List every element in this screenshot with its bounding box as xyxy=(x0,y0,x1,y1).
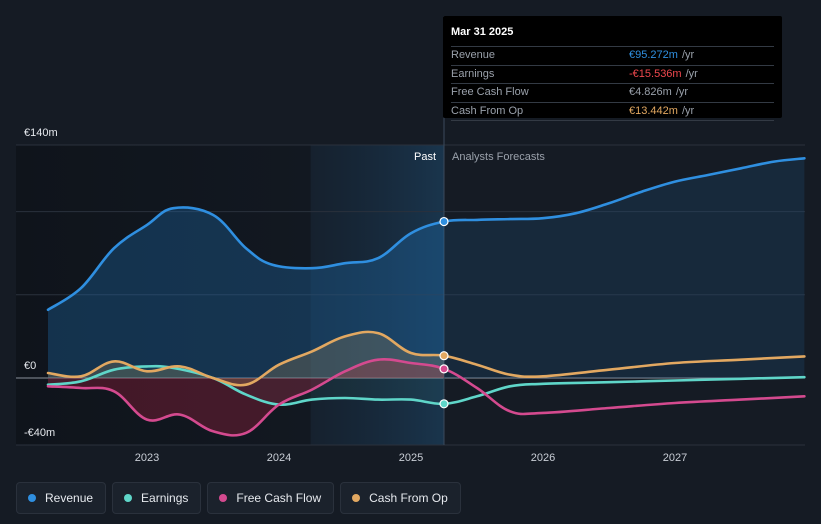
tooltip-value: -€15.536m xyxy=(629,67,682,80)
tooltip-value: €13.442m xyxy=(629,104,678,117)
x-tick-label: 2023 xyxy=(135,452,159,464)
legend-item-cash-from-op[interactable]: Cash From Op xyxy=(340,482,461,514)
y-label-zero: €0 xyxy=(24,360,36,372)
financial-chart: €140m €0 -€40m 2023 2024 2025 2026 2027 Past Anal… xyxy=(16,16,806,464)
tooltip-value: €95.272m xyxy=(629,49,678,61)
x-tick-label: 2025 xyxy=(399,452,423,464)
legend-label: Cash From Op xyxy=(369,491,448,505)
cash-from-op-dot-icon xyxy=(352,494,361,502)
free-cash-flow-marker xyxy=(439,364,449,374)
x-tick-label: 2024 xyxy=(267,452,291,464)
earnings-line xyxy=(46,364,806,406)
cash-from-op-marker xyxy=(439,351,449,361)
tooltip-date: Mar 31 2025 xyxy=(451,26,514,38)
tooltip-unit: /yr xyxy=(685,67,698,80)
tooltip-label: Earnings xyxy=(451,67,495,80)
tooltip-row-earnings: Earnings -€15.536m /yr xyxy=(451,64,774,84)
cash-from-op-line xyxy=(46,330,806,387)
legend-label: Earnings xyxy=(141,491,189,505)
revenue-dot-icon xyxy=(28,494,36,502)
x-tick-label: 2027 xyxy=(663,452,687,464)
legend-label: Free Cash Flow xyxy=(236,491,322,505)
tooltip-panel: Mar 31 2025 Revenue €95.272m /yr Earning… xyxy=(443,16,782,121)
tooltip-unit: /yr xyxy=(675,86,689,98)
tooltip-unit: /yr xyxy=(681,104,695,117)
tooltip-value: €4.826m xyxy=(629,86,672,98)
tooltip-row-revenue: Revenue €95.272m /yr xyxy=(451,46,774,65)
earnings-dot-icon xyxy=(124,494,133,502)
revenue-line xyxy=(46,157,806,312)
legend-item-revenue[interactable]: Revenue xyxy=(16,482,107,514)
free-cash-flow-dot-icon xyxy=(219,494,228,502)
legend: Revenue Earnings Free Cash Flow Cash Fro… xyxy=(16,482,461,516)
free-cash-flow-area xyxy=(48,359,444,436)
legend-item-free-cash-flow[interactable]: Free Cash Flow xyxy=(207,482,335,514)
tooltip-label: Revenue xyxy=(451,49,496,61)
free-cash-flow-line xyxy=(46,358,806,437)
x-tick-label: 2026 xyxy=(531,452,555,464)
tooltip-label: Free Cash Flow xyxy=(451,86,529,98)
revenue-marker xyxy=(439,216,449,227)
tooltip-row-cash-from-op: Cash From Op €13.442m /yr xyxy=(451,101,774,121)
past-label: Past xyxy=(414,151,436,163)
tooltip-row-free-cash-flow: Free Cash Flow €4.826m /yr xyxy=(451,83,774,102)
forecast-label: Analysts Forecasts xyxy=(452,151,545,163)
tooltip-unit: /yr xyxy=(681,49,695,61)
legend-item-earnings[interactable]: Earnings xyxy=(112,482,202,514)
revenue-forecast-area xyxy=(444,158,805,378)
legend-label: Revenue xyxy=(45,491,94,505)
earnings-marker xyxy=(439,399,449,409)
tooltip-label: Cash From Op xyxy=(451,104,524,117)
y-label-top: €140m xyxy=(24,127,58,139)
y-label-bottom: -€40m xyxy=(24,427,55,439)
